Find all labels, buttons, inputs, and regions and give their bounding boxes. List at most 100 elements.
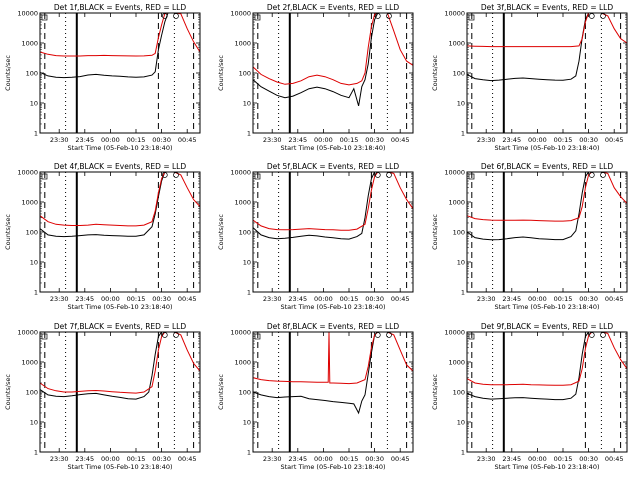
saturation-marker (588, 13, 595, 19)
x-tick-label: 00:30 (152, 136, 171, 144)
chart-panel-6: Det 6f,BLACK = Events, RED = LLD Counts/s… (431, 162, 628, 311)
lld-series-line (39, 171, 201, 227)
corner-marker (41, 14, 48, 21)
y-tick-label: 100 (453, 70, 465, 78)
chart-panel-9: Det 9f,BLACK = Events, RED = LLD Counts/s… (431, 322, 628, 471)
events-series-line (39, 12, 200, 79)
y-tick-label: 1 (247, 449, 251, 457)
y-tick-label: 100 (26, 229, 38, 237)
y-tick-label: 10000 (444, 10, 465, 18)
y-tick-label: 1 (34, 289, 38, 297)
x-tick-label: 00:45 (178, 136, 197, 144)
y-tick-label: 1000 (21, 40, 38, 48)
corner-marker (41, 173, 48, 180)
x-tick-label: 00:15 (127, 136, 146, 144)
y-tick-label: 10 (30, 259, 38, 267)
x-tick-label: 23:45 (502, 455, 521, 463)
x-tick-label: 00:30 (152, 295, 171, 303)
y-tick-label: 10 (243, 100, 251, 108)
events-series-line (466, 331, 627, 401)
x-tick-label: 23:45 (75, 295, 94, 303)
y-tick-label: 100 (26, 389, 38, 397)
chart-panel-7: Det 7f,BLACK = Events, RED = LLD Counts/s… (4, 322, 201, 471)
x-tick-label: 00:30 (365, 455, 384, 463)
x-tick-label: 00:30 (579, 136, 598, 144)
saturation-marker (386, 172, 392, 178)
x-tick-label: 23:45 (288, 455, 307, 463)
chart-title: Det 6f,BLACK = Events, RED = LLD (481, 162, 614, 171)
lld-series-line (39, 12, 201, 57)
y-tick-label: 1000 (234, 199, 251, 207)
x-tick-label: 00:45 (178, 295, 197, 303)
y-tick-label: 1 (34, 130, 38, 138)
x-tick-label: 00:15 (554, 455, 573, 463)
y-tick-label: 1 (34, 449, 38, 457)
x-tick-label: 00:15 (554, 136, 573, 144)
plot-frame (466, 12, 628, 134)
x-tick-label: 00:15 (127, 455, 146, 463)
plot-frame (252, 12, 414, 134)
corner-marker (254, 173, 261, 180)
y-tick-label: 10000 (444, 329, 465, 337)
x-axis-label: Start Time (05-Feb-10 23:18:40) (495, 463, 600, 471)
chart-panel-4: Det 4f,BLACK = Events, RED = LLD Counts/s… (4, 162, 201, 311)
events-series-line (252, 12, 413, 107)
x-tick-label: 00:30 (579, 455, 598, 463)
y-tick-label: 1 (247, 130, 251, 138)
x-tick-label: 00:00 (101, 136, 120, 144)
y-tick-label: 1000 (448, 40, 465, 48)
x-tick-label: 00:15 (340, 136, 359, 144)
y-tick-label: 10 (243, 259, 251, 267)
lld-series-line (252, 331, 414, 385)
lld-series-line (466, 171, 628, 222)
chart-title: Det 7f,BLACK = Events, RED = LLD (54, 322, 187, 331)
x-axis-label: Start Time (05-Feb-10 23:18:40) (281, 463, 386, 471)
x-tick-label: 23:45 (288, 136, 307, 144)
x-tick-label: 00:15 (340, 455, 359, 463)
y-tick-label: 10000 (230, 329, 251, 337)
y-tick-label: 100 (26, 70, 38, 78)
x-tick-label: 23:30 (263, 295, 282, 303)
x-tick-label: 23:30 (477, 136, 496, 144)
x-tick-label: 00:00 (314, 455, 333, 463)
y-tick-label: 10000 (17, 329, 38, 337)
y-axis-label: Counts/sec (4, 55, 12, 91)
x-tick-label: 00:30 (579, 295, 598, 303)
saturation-marker (173, 13, 179, 19)
x-tick-label: 23:30 (50, 455, 69, 463)
y-tick-label: 100 (239, 389, 251, 397)
events-series-line (252, 171, 413, 240)
chart-panel-8: Det 8f,BLACK = Events, RED = LLD Counts/s… (217, 322, 414, 471)
chart-title: Det 1f,BLACK = Events, RED = LLD (54, 3, 187, 12)
x-tick-label: 23:30 (477, 455, 496, 463)
x-tick-label: 00:00 (528, 295, 547, 303)
x-tick-label: 00:00 (101, 295, 120, 303)
x-axis-label: Start Time (05-Feb-10 23:18:40) (495, 303, 600, 311)
x-tick-label: 23:45 (502, 136, 521, 144)
corner-marker (254, 333, 261, 340)
y-tick-label: 1000 (234, 359, 251, 367)
x-tick-label: 00:00 (528, 136, 547, 144)
lld-series-line (252, 12, 414, 86)
y-tick-label: 10 (457, 259, 465, 267)
y-tick-label: 1 (461, 449, 465, 457)
x-axis-label: Start Time (05-Feb-10 23:18:40) (68, 463, 173, 471)
x-tick-label: 23:45 (75, 136, 94, 144)
y-tick-label: 1000 (21, 199, 38, 207)
x-tick-label: 00:00 (528, 455, 547, 463)
x-tick-label: 23:45 (288, 295, 307, 303)
saturation-marker (600, 332, 606, 338)
x-axis-label: Start Time (05-Feb-10 23:18:40) (68, 144, 173, 152)
x-tick-label: 23:30 (50, 136, 69, 144)
x-tick-label: 23:45 (75, 455, 94, 463)
y-axis-label: Counts/sec (431, 214, 439, 250)
saturation-marker (600, 172, 606, 178)
x-tick-label: 23:30 (50, 295, 69, 303)
plot-frame (39, 171, 201, 293)
y-axis-label: Counts/sec (217, 214, 225, 250)
x-tick-label: 23:30 (263, 136, 282, 144)
y-tick-label: 10 (457, 100, 465, 108)
y-tick-label: 1 (461, 289, 465, 297)
saturation-marker (374, 332, 381, 338)
y-tick-label: 1 (461, 130, 465, 138)
